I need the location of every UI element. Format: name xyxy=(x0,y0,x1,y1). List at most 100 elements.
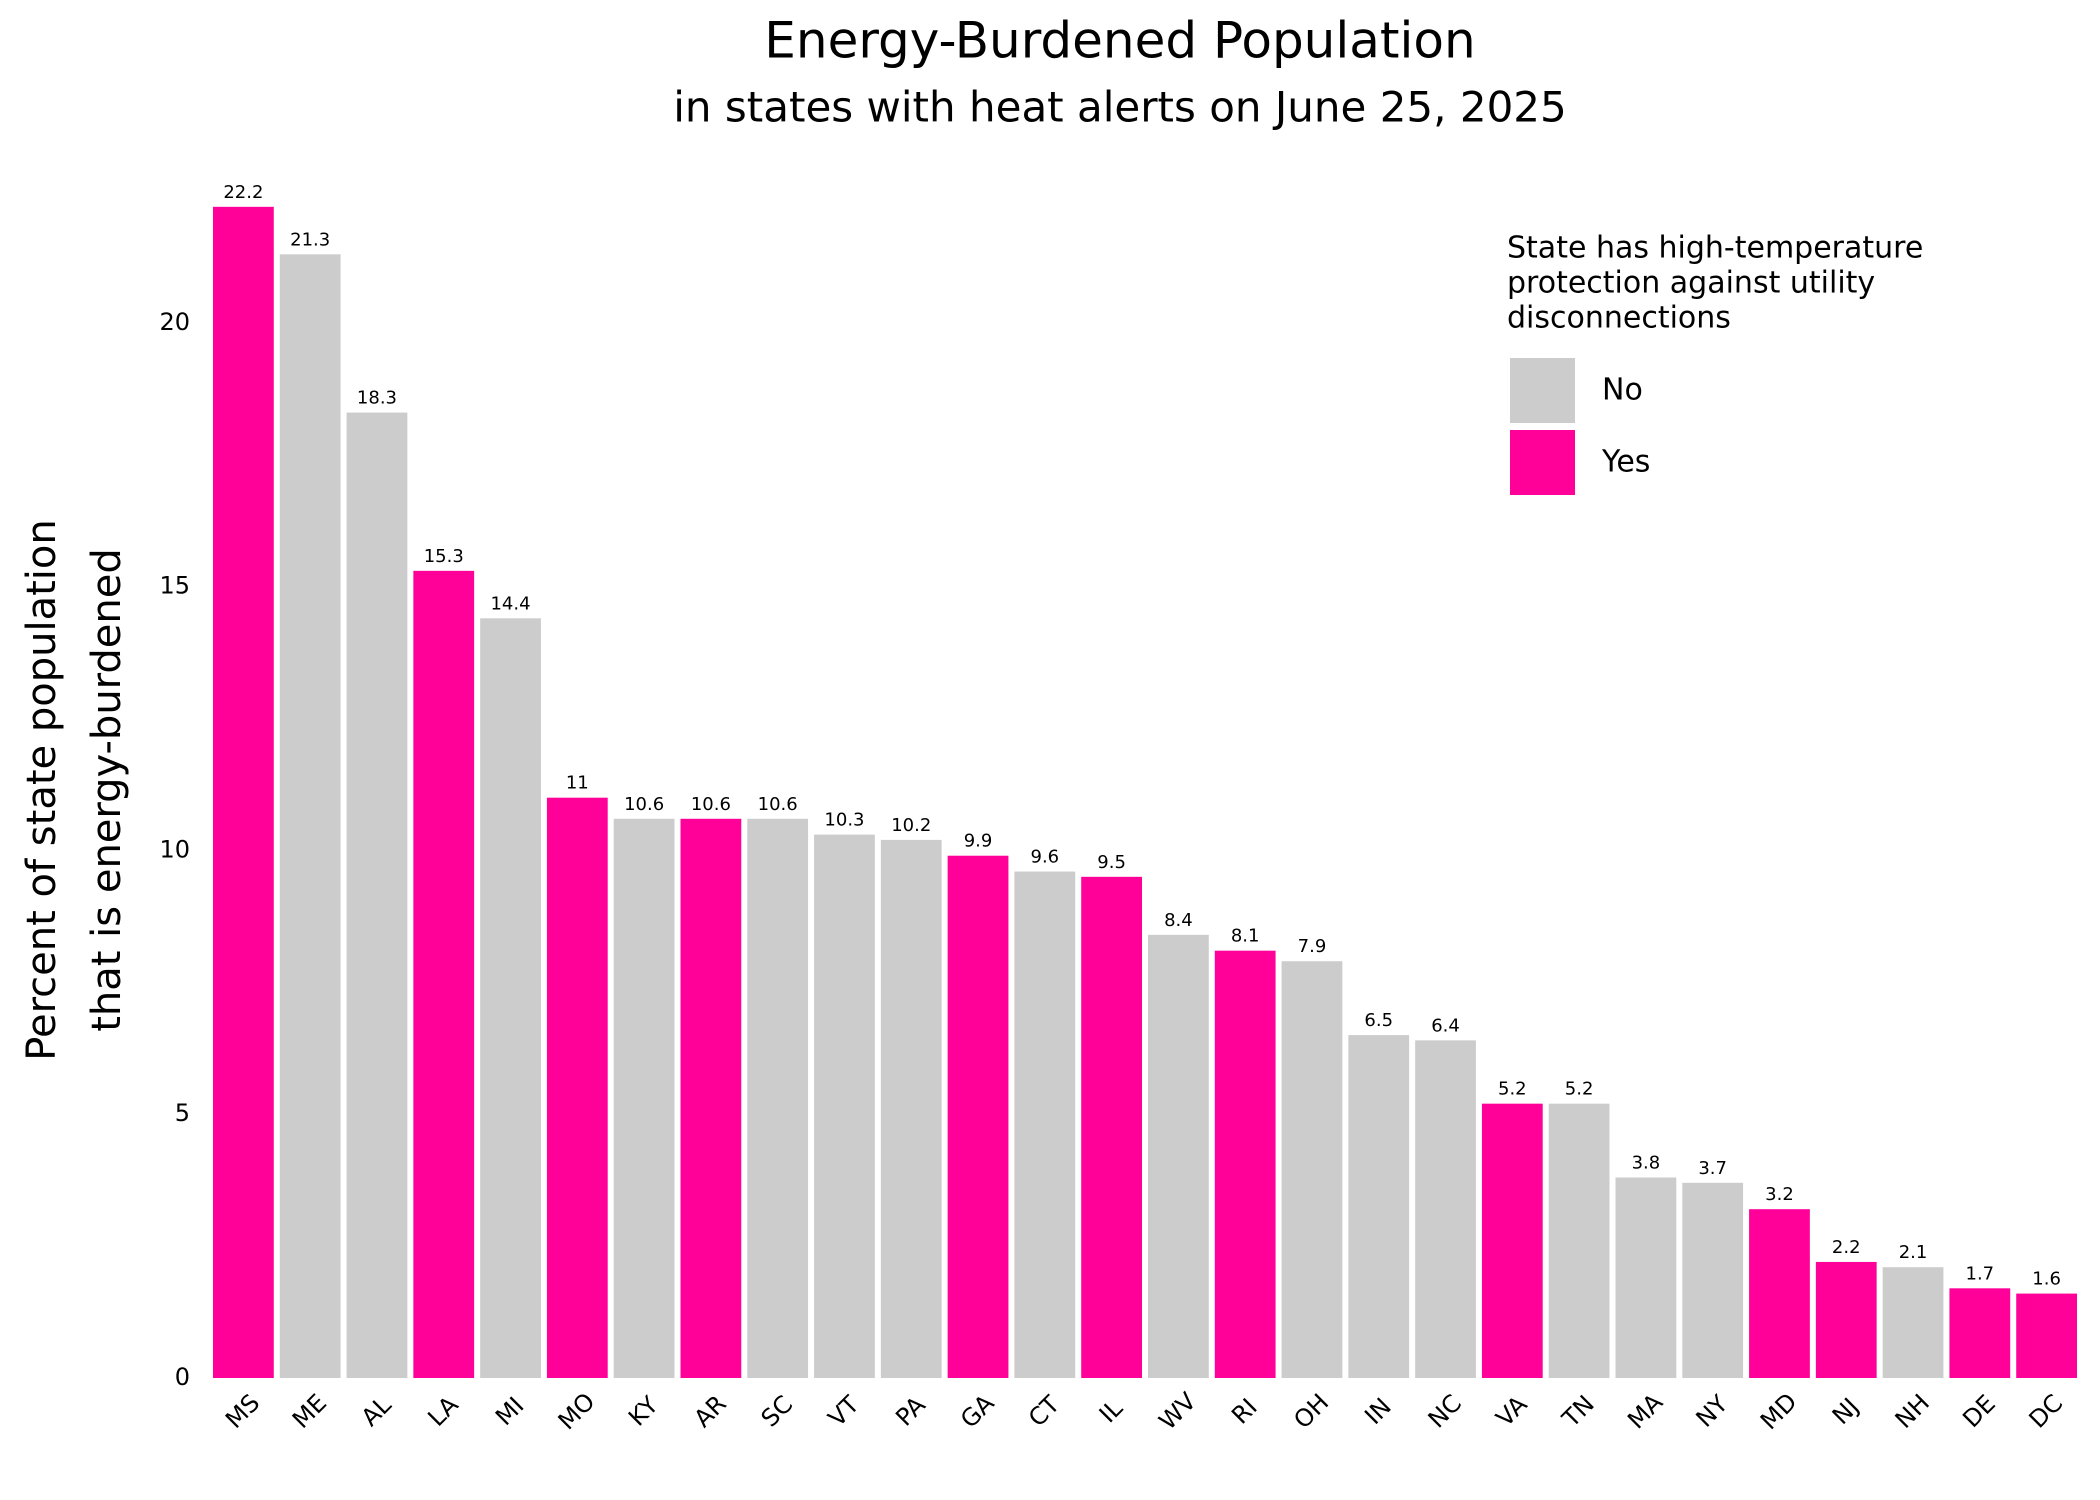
bar xyxy=(480,618,541,1378)
bar xyxy=(880,839,942,1378)
value-label: 10.6 xyxy=(758,794,798,815)
bar xyxy=(680,818,742,1378)
bar xyxy=(413,570,475,1378)
x-tick-label: IL xyxy=(1094,1394,1129,1429)
x-tick-label: CT xyxy=(1023,1390,1065,1432)
bar xyxy=(1081,876,1142,1378)
y-tick-label: 5 xyxy=(175,1099,190,1127)
x-tick-label: DE xyxy=(1957,1389,2001,1433)
bar xyxy=(1815,1261,1877,1378)
bar xyxy=(1014,871,1076,1378)
value-label: 9.5 xyxy=(1097,852,1126,873)
x-tick-label: VT xyxy=(823,1390,865,1432)
value-label: 3.2 xyxy=(1765,1184,1794,1205)
x-tick-label: ME xyxy=(287,1389,332,1434)
value-label: 3.7 xyxy=(1698,1158,1727,1179)
bar xyxy=(279,254,341,1379)
value-label: 6.4 xyxy=(1431,1015,1460,1036)
value-label: 1.7 xyxy=(1966,1263,1995,1284)
bar xyxy=(1481,1103,1543,1378)
value-label: 10.6 xyxy=(624,794,664,815)
legend-title: State has high-temperature xyxy=(1507,231,1923,266)
value-label: 7.9 xyxy=(1298,936,1327,957)
bar xyxy=(1615,1177,1677,1378)
value-label: 11 xyxy=(566,773,589,794)
x-tick-label: MS xyxy=(220,1389,265,1434)
x-tick-label: NY xyxy=(1691,1390,1734,1433)
x-tick-label: TN xyxy=(1556,1390,1600,1434)
bar xyxy=(2016,1293,2077,1378)
value-label: 6.5 xyxy=(1364,1010,1393,1031)
bar xyxy=(1882,1267,1944,1378)
x-tick-label: MD xyxy=(1755,1388,1803,1436)
x-tick-label: NJ xyxy=(1827,1393,1864,1430)
legend-label: Yes xyxy=(1601,445,1650,480)
x-tick-label: GA xyxy=(955,1389,1000,1434)
chart-subtitle: in states with heat alerts on June 25, 2… xyxy=(673,83,1566,132)
value-label: 5.2 xyxy=(1565,1079,1594,1100)
bar xyxy=(546,797,608,1378)
x-tick-label: AL xyxy=(356,1390,397,1431)
bar xyxy=(1415,1040,1476,1378)
value-label: 2.1 xyxy=(1899,1242,1928,1263)
value-label: 8.1 xyxy=(1231,926,1260,947)
x-tick-label: AR xyxy=(689,1390,732,1433)
value-label: 1.6 xyxy=(2032,1269,2061,1290)
y-axis-label: Percent of state population that is ener… xyxy=(19,519,130,1060)
bar xyxy=(1148,934,1209,1378)
value-label: 10.3 xyxy=(824,810,864,831)
x-tick-label: MA xyxy=(1622,1388,1668,1434)
value-label: 10.2 xyxy=(891,815,931,836)
bar xyxy=(1749,1209,1810,1378)
x-tick-label: RI xyxy=(1226,1393,1263,1430)
bar xyxy=(213,206,274,1378)
value-label: 15.3 xyxy=(424,546,464,567)
chart-title: Energy-Burdened Population xyxy=(764,12,1475,70)
value-label: 3.8 xyxy=(1632,1153,1661,1174)
legend-label: No xyxy=(1602,373,1643,408)
y-tick-label: 15 xyxy=(159,572,190,600)
legend-swatch xyxy=(1510,430,1575,495)
x-tick-label: PA xyxy=(890,1391,931,1432)
value-label: 9.9 xyxy=(964,831,993,852)
value-label: 9.6 xyxy=(1031,847,1060,868)
x-tick-label: IN xyxy=(1359,1393,1396,1430)
legend-title: protection against utility xyxy=(1507,266,1875,301)
value-label: 22.2 xyxy=(223,182,263,203)
bar xyxy=(346,412,408,1378)
y-tick-label: 10 xyxy=(159,835,190,863)
legend-swatch xyxy=(1510,358,1575,423)
x-tick-label: DC xyxy=(2024,1389,2069,1434)
x-tick-label: OH xyxy=(1288,1388,1334,1434)
value-label: 21.3 xyxy=(290,229,330,250)
bar xyxy=(1214,950,1276,1378)
y-tick-label: 20 xyxy=(159,308,190,336)
bar xyxy=(1949,1288,2011,1378)
y-tick-label: 0 xyxy=(175,1363,190,1391)
x-tick-label: NH xyxy=(1890,1389,1935,1434)
value-label: 18.3 xyxy=(357,388,397,409)
bar xyxy=(1348,1035,1410,1378)
x-tick-label: MI xyxy=(490,1392,529,1431)
value-label: 2.2 xyxy=(1832,1237,1861,1258)
x-tick-label: VA xyxy=(1491,1390,1533,1432)
value-label: 8.4 xyxy=(1164,910,1193,931)
bar xyxy=(747,818,809,1378)
bar xyxy=(1281,961,1343,1378)
legend-title: disconnections xyxy=(1507,301,1731,336)
x-tick-label: SC xyxy=(756,1390,798,1432)
bar xyxy=(613,818,675,1378)
bar xyxy=(814,834,875,1378)
y-label-line: that is energy-burdened xyxy=(84,548,130,1032)
bar xyxy=(1682,1182,1744,1378)
bar xyxy=(947,855,1009,1378)
x-tick-label: WV xyxy=(1154,1387,1203,1436)
bar xyxy=(1548,1103,1610,1378)
x-tick-label: KY xyxy=(623,1391,664,1432)
x-tick-label: NC xyxy=(1423,1389,1467,1433)
x-tick-label: MO xyxy=(553,1387,601,1435)
x-tick-label: LA xyxy=(422,1390,464,1432)
value-label: 5.2 xyxy=(1498,1079,1527,1100)
y-label-line: Percent of state population xyxy=(19,519,65,1060)
